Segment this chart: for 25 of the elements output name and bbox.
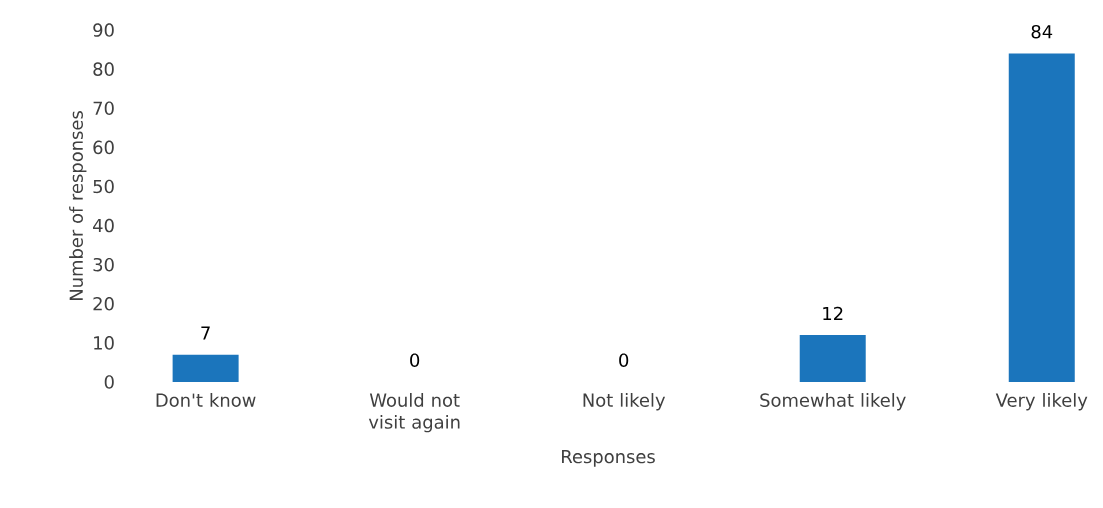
x-tick-label: Very likely: [995, 393, 1088, 411]
y-tick-label: 30: [93, 257, 114, 272]
bar: [172, 354, 239, 382]
bar: [799, 335, 866, 382]
y-tick-label: 90: [93, 23, 114, 37]
x-tick-label: Not likely: [583, 393, 666, 411]
y-tick-label: 20: [93, 297, 114, 311]
x-tick-label: Don't know: [156, 393, 256, 407]
data-label: 0: [410, 353, 420, 367]
y-tick-label: 80: [93, 62, 114, 76]
data-label: 12: [823, 306, 843, 321]
x-axis-title: Responses: [562, 450, 655, 467]
y-tick-label: 60: [93, 140, 114, 155]
y-axis-title: Number of responses: [69, 111, 87, 301]
bar: [1008, 53, 1075, 382]
y-tick-label: 40: [93, 218, 114, 233]
x-tick-label: Somewhat likely: [760, 393, 906, 411]
data-label: 84: [1031, 24, 1053, 39]
data-label: 7: [201, 326, 210, 340]
y-tick-label: 70: [93, 101, 114, 116]
y-tick-label: 10: [94, 336, 114, 350]
y-tick-label: 50: [93, 179, 114, 194]
y-tick-label: 0: [104, 375, 114, 389]
x-tick-label: Would not visit again: [368, 393, 460, 433]
data-label: 0: [619, 353, 629, 367]
